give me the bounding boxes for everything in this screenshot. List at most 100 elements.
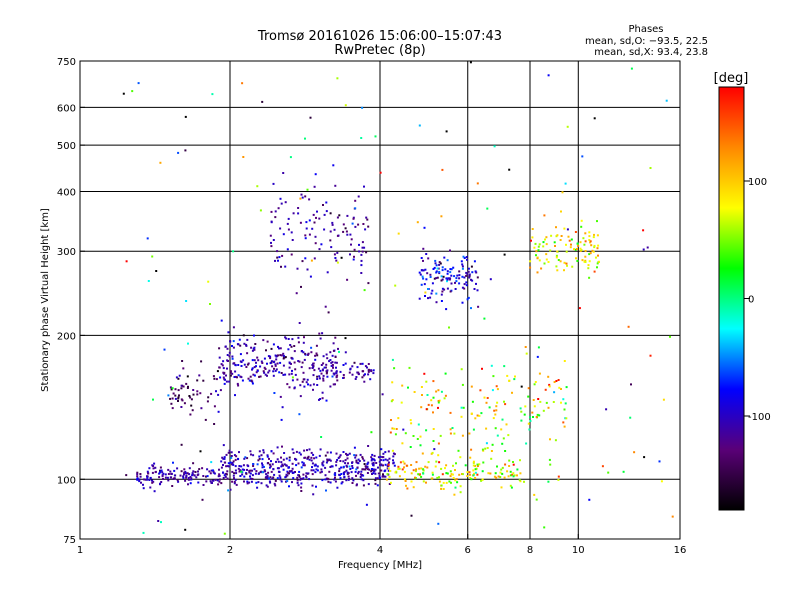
data-point xyxy=(540,267,543,270)
data-point xyxy=(324,478,327,481)
data-point xyxy=(159,471,161,474)
data-point xyxy=(354,378,357,380)
data-point xyxy=(420,386,423,388)
data-point xyxy=(266,374,268,377)
data-point xyxy=(212,470,215,473)
data-point xyxy=(318,375,321,378)
data-point xyxy=(460,415,463,418)
data-point xyxy=(351,467,354,469)
data-point xyxy=(394,433,397,436)
data-point xyxy=(291,338,294,341)
data-point xyxy=(263,366,266,369)
data-point xyxy=(222,457,225,460)
data-point xyxy=(304,195,307,198)
data-point xyxy=(344,459,347,462)
data-point xyxy=(244,456,247,459)
data-point xyxy=(476,473,479,476)
data-point xyxy=(186,375,189,378)
data-point xyxy=(276,446,279,449)
data-point xyxy=(584,261,587,263)
data-point xyxy=(336,216,339,219)
data-point xyxy=(529,420,532,422)
data-point xyxy=(508,465,511,467)
data-point xyxy=(564,402,567,405)
data-point xyxy=(333,253,336,256)
data-point xyxy=(375,462,378,464)
data-point xyxy=(261,458,264,461)
data-point xyxy=(545,258,548,261)
data-point xyxy=(431,477,434,480)
data-point xyxy=(333,478,336,481)
data-point xyxy=(180,443,183,446)
data-point xyxy=(530,239,532,242)
data-point xyxy=(544,238,546,241)
data-point xyxy=(496,388,499,391)
data-point xyxy=(310,456,313,459)
data-point xyxy=(252,465,255,467)
data-point xyxy=(331,375,334,378)
data-point xyxy=(180,387,183,390)
data-point xyxy=(282,233,285,236)
data-point xyxy=(415,468,418,471)
data-point xyxy=(379,463,381,466)
data-point xyxy=(171,407,174,410)
data-point xyxy=(218,366,221,369)
data-point xyxy=(234,363,237,366)
data-point xyxy=(339,370,342,373)
data-point xyxy=(588,260,591,263)
data-point xyxy=(312,493,315,496)
data-point xyxy=(254,343,257,345)
data-point xyxy=(449,411,452,414)
data-point xyxy=(534,242,537,245)
data-point xyxy=(504,450,507,452)
data-point xyxy=(272,374,275,377)
data-point xyxy=(158,476,161,479)
data-point xyxy=(233,477,235,480)
data-point xyxy=(420,406,423,409)
data-point xyxy=(263,469,266,472)
data-point xyxy=(300,466,303,469)
data-point xyxy=(198,374,201,377)
data-point xyxy=(218,356,221,359)
data-point xyxy=(266,475,269,478)
data-point xyxy=(507,475,510,478)
data-point xyxy=(209,472,212,475)
data-point xyxy=(592,250,595,253)
data-point xyxy=(525,442,528,445)
data-point xyxy=(425,481,427,484)
data-point xyxy=(646,246,649,249)
data-point xyxy=(267,371,270,374)
data-point xyxy=(265,473,268,476)
data-point xyxy=(187,385,189,388)
data-point xyxy=(322,377,325,380)
data-point xyxy=(389,431,392,434)
data-point xyxy=(194,471,197,473)
data-point xyxy=(274,216,277,219)
data-point xyxy=(462,255,465,258)
data-point xyxy=(197,481,200,484)
data-point xyxy=(642,248,645,251)
data-point xyxy=(665,99,668,102)
data-point xyxy=(449,432,452,435)
data-point xyxy=(234,478,237,481)
data-point xyxy=(222,371,225,374)
data-point xyxy=(306,378,309,381)
data-point xyxy=(316,210,318,213)
data-point xyxy=(406,487,409,490)
data-point xyxy=(242,334,245,337)
data-point xyxy=(328,470,331,473)
data-point xyxy=(343,476,346,479)
data-point xyxy=(596,234,599,237)
data-point xyxy=(410,464,413,466)
data-point xyxy=(281,445,283,448)
data-point xyxy=(369,378,372,381)
data-point xyxy=(460,368,463,371)
data-point xyxy=(256,356,259,359)
data-point xyxy=(185,475,188,478)
data-point xyxy=(446,270,449,273)
data-point xyxy=(348,465,351,468)
data-point xyxy=(191,472,194,475)
data-point xyxy=(514,375,516,378)
data-point xyxy=(284,336,287,339)
data-point xyxy=(401,442,404,445)
